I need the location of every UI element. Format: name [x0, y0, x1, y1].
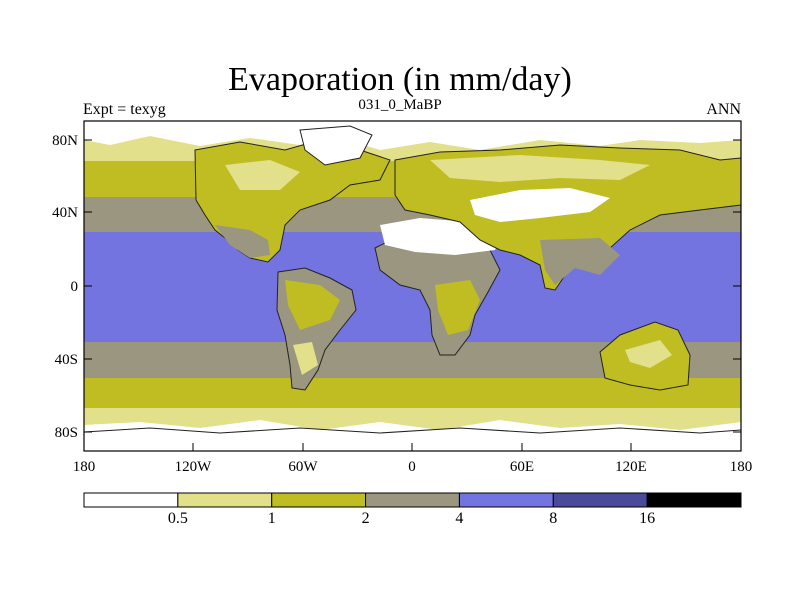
colorbar-swatch [83, 492, 179, 508]
colorbar-label: 0.5 [168, 510, 188, 527]
x-tick-label: 60W [288, 459, 318, 475]
colorbar-swatch [365, 492, 460, 508]
north-america-gray [215, 225, 270, 258]
experiment-label: Expt = texyg [83, 101, 166, 118]
australia-light [625, 340, 672, 368]
colorbar-label: 2 [362, 510, 370, 527]
y-tick-label: 40N [52, 205, 78, 221]
y-tick-label: 80S [55, 425, 78, 441]
x-tick-label: 120W [175, 459, 213, 475]
antarctica [84, 427, 741, 434]
x-axis: 180 120W 60W 0 60E 120E 180 [73, 443, 753, 475]
north-america-light [225, 160, 300, 190]
season-label: ANN [706, 101, 741, 118]
colorbar-label: 4 [455, 510, 463, 527]
chart-title: Evaporation (in mm/day) [228, 61, 572, 98]
x-tick-label: 120E [615, 459, 647, 475]
colorbar-swatch [458, 492, 554, 508]
colorbar-label: 16 [639, 510, 655, 527]
y-tick-label: 80N [52, 133, 78, 149]
arctic-low-region [84, 121, 741, 150]
central-asia-low [470, 188, 610, 222]
x-tick-label: 60E [510, 459, 534, 475]
y-axis: 80N 40N 0 40S 80S [52, 133, 741, 441]
colorbar-swatch [646, 492, 742, 508]
colorbar-label: 8 [549, 510, 557, 527]
colorbar-swatch [271, 492, 367, 508]
x-tick-label: 180 [73, 459, 96, 475]
south-asia-gray [540, 238, 620, 285]
south-america-light [293, 342, 318, 375]
evaporation-field [84, 121, 741, 451]
chart-subtitle: 031_0_MaBP [358, 97, 442, 113]
eurasia-light [430, 155, 650, 182]
colorbar-label: 1 [268, 510, 276, 527]
x-tick-label: 180 [730, 459, 753, 475]
colorbar-swatch [552, 492, 648, 508]
greenland [299, 125, 373, 166]
colorbar: 0.5 1 2 4 8 16 [83, 492, 742, 527]
africa-yellow [435, 280, 480, 335]
south-america-yellow [285, 280, 340, 330]
antarctic-low-region [84, 420, 741, 451]
y-tick-label: 0 [71, 279, 79, 295]
y-tick-label: 40S [55, 352, 78, 368]
x-tick-label: 0 [408, 459, 416, 475]
colorbar-swatch [177, 492, 273, 508]
